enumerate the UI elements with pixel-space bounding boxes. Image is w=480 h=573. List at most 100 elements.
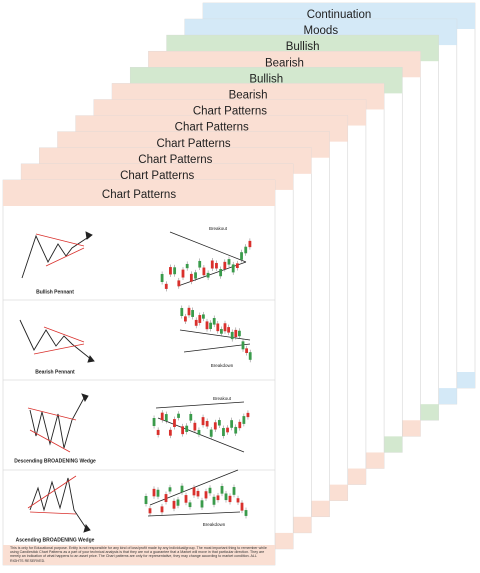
candle-body [205,420,209,427]
candle-body [209,322,212,329]
pattern-trendline [27,407,77,453]
candle-body [201,417,205,426]
candle-body [219,269,223,277]
pattern-sketch [29,477,91,533]
candle-body [240,502,244,511]
candle-body [242,416,246,424]
candle-body [215,262,218,269]
candle-body [205,321,209,330]
card-title: Chart Patterns [193,106,267,118]
candle-body [185,263,189,269]
card: Chart Patterns [2,179,276,566]
candle-body [181,426,185,435]
candle-body [223,261,227,270]
pattern-trendline [27,475,77,515]
annotation: Breakdown [211,363,234,368]
candle-body [156,489,160,497]
candle-body [227,327,230,333]
candle-body [230,331,234,340]
candle-body [231,264,235,273]
candle-body [196,490,200,497]
candle-body [220,329,223,334]
candle-body [172,500,176,509]
candle-body [191,310,194,317]
candle-body [156,429,160,435]
candle-body [144,496,148,504]
candle-body [216,495,220,501]
candle-body [192,487,196,496]
candle-body [227,259,231,265]
card-title: Continuation [307,9,372,21]
candle-body [202,267,206,276]
cards: Continuation Moods Bullish Bearish Bullish Be… [2,2,476,566]
candle-body [177,280,181,287]
candle-body [181,269,185,278]
candle-body [245,348,248,353]
candle-body [189,413,193,421]
card-title: Chart Patterns [120,170,194,182]
pattern-trendline [35,233,85,267]
candle-body [198,260,202,268]
candle-body [222,428,225,437]
candle-body [160,274,164,282]
candle-body [185,425,189,432]
pattern-label: Descending BROADENING Wedge [14,458,96,464]
candle-body [194,272,197,279]
candle-body [168,429,172,436]
candle-body [169,267,172,275]
candle-body [148,508,152,514]
card-title: Chart Patterns [175,122,249,134]
candle-body [244,510,248,516]
card-title: Bearish [229,89,268,101]
candle-body [226,427,229,433]
candle-body [202,314,205,319]
candle-body [173,419,176,427]
chart-trendline [147,231,251,517]
candle-body [210,260,214,269]
candle-body [193,422,197,431]
candle-body [238,330,241,337]
candle-body [164,494,168,502]
candle-body [176,499,180,506]
candle-body [177,413,180,418]
candle-body [206,272,210,278]
pattern-sketch [29,393,89,449]
candle-body [204,491,208,499]
annotation: Breakdown [203,522,226,527]
candle-body [236,498,240,503]
candle-body [246,412,250,418]
candle-body [238,421,242,429]
footer [3,545,275,565]
front-card-content: Bullish Pennant Bearish Pennant Descendi… [3,226,275,565]
candle-body [208,487,212,494]
candle-body [194,319,198,326]
candle-body [187,307,191,316]
card-title: Bearish [265,57,304,69]
candle-body [248,240,252,248]
candle-body [220,486,224,494]
candle-body [212,496,216,505]
candle-body [200,500,204,508]
pattern-label: Bullish Pennant [36,289,74,295]
annotation: Breakout [209,226,228,231]
candle-body [168,487,172,492]
candle-body [198,315,202,323]
candle-body [212,318,216,325]
candle-body [184,495,188,503]
card-title: Moods [304,25,339,37]
candle-body [241,341,245,350]
candle-body [197,429,201,435]
annotation: Breakout [213,396,232,401]
candle-body [234,329,238,338]
candle-body [152,418,156,426]
candle-body [173,267,177,275]
pattern-trendline [33,326,85,355]
candle-body [224,493,228,501]
candle-body [217,420,221,426]
candle-body [180,485,184,493]
disclaimer-box: This is only for Educational purpose. En… [10,546,267,563]
candle-body [189,273,193,282]
candle-body [184,316,187,322]
